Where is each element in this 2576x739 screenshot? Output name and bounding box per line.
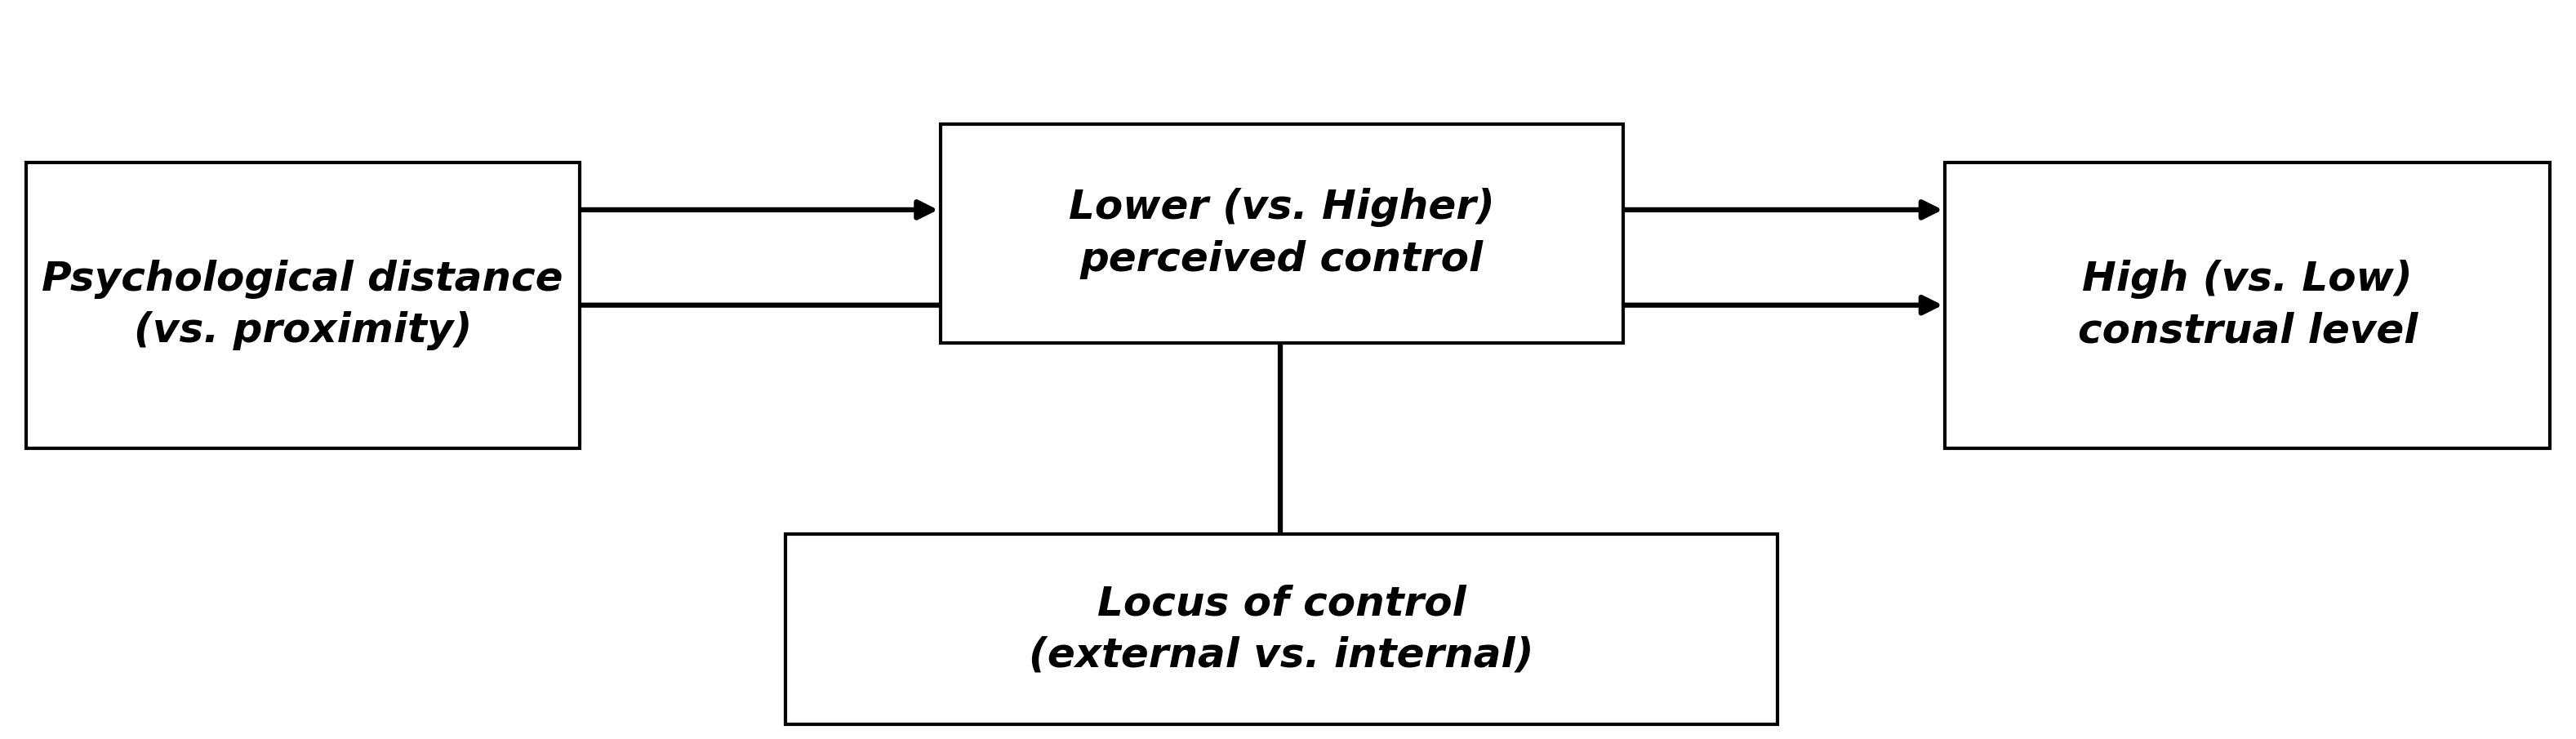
- Text: Locus of control
(external vs. internal): Locus of control (external vs. internal): [1028, 584, 1535, 675]
- Text: Lower (vs. Higher)
perceived control: Lower (vs. Higher) perceived control: [1069, 188, 1494, 279]
- Text: High (vs. Low)
construal level: High (vs. Low) construal level: [2079, 259, 2416, 350]
- FancyBboxPatch shape: [26, 162, 580, 448]
- FancyBboxPatch shape: [940, 124, 1623, 344]
- Text: Psychological distance
(vs. proximity): Psychological distance (vs. proximity): [41, 259, 564, 350]
- FancyBboxPatch shape: [1945, 162, 2550, 448]
- FancyBboxPatch shape: [786, 534, 1777, 725]
